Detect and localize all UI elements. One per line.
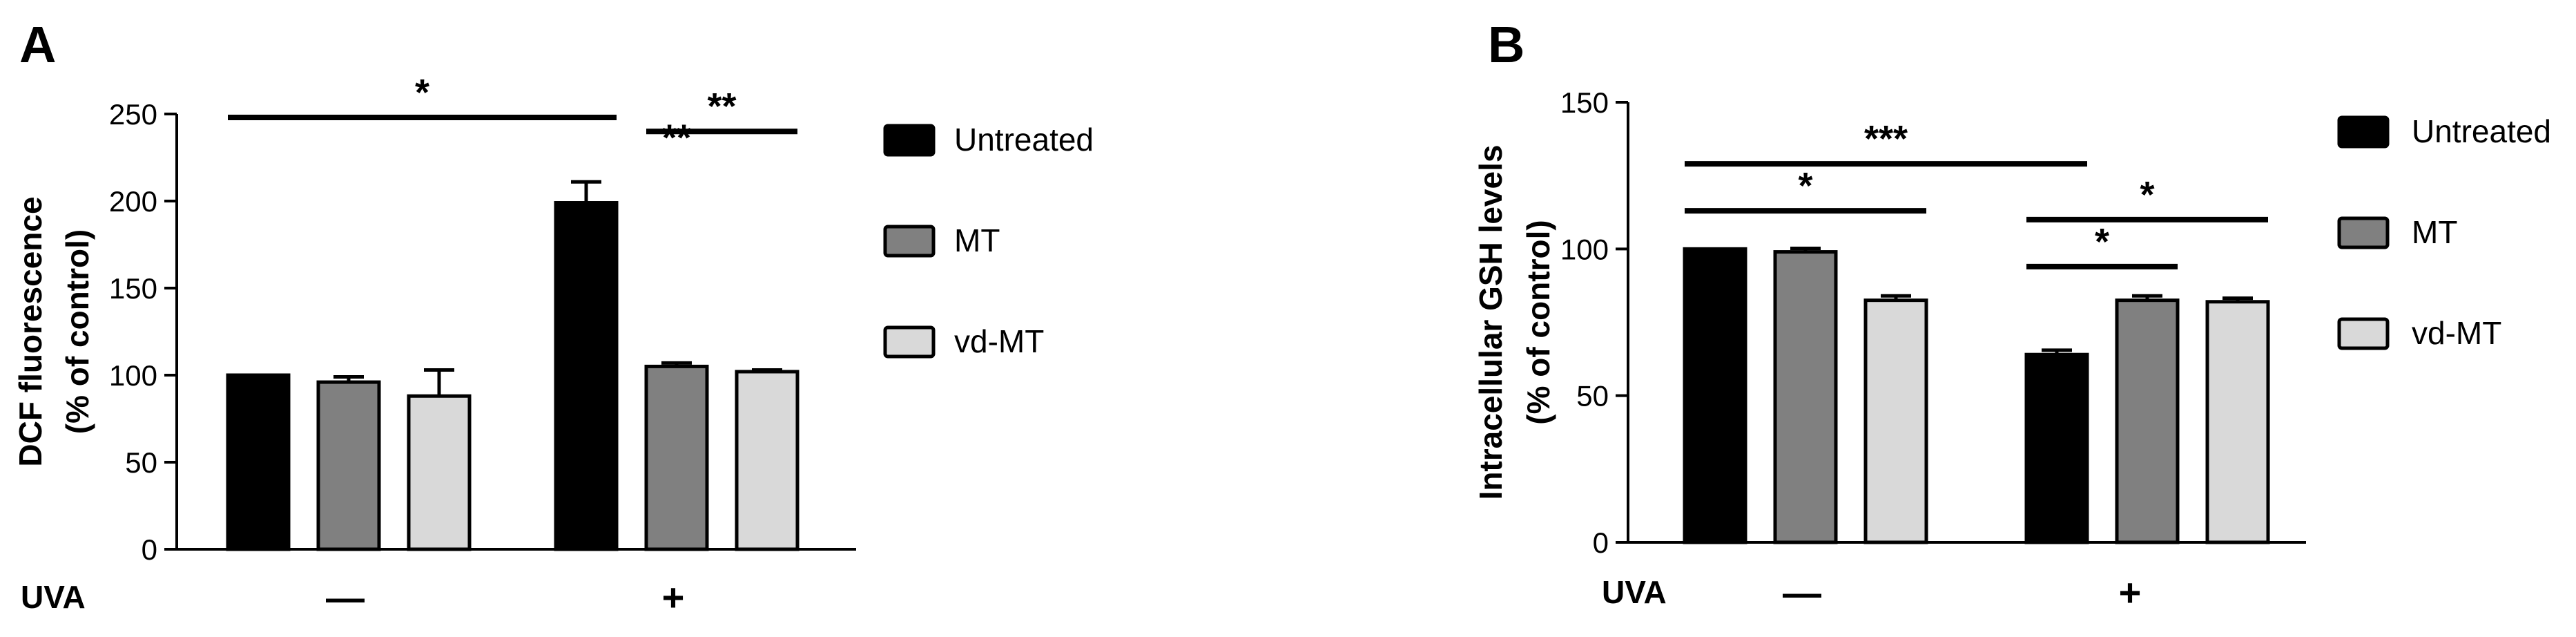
y-tick-label: 0 — [142, 533, 157, 566]
significance-label: * — [415, 72, 429, 113]
bar-untreated — [2024, 352, 2089, 544]
panel-letter: A — [19, 16, 56, 73]
y-tick-label: 50 — [125, 446, 157, 479]
significance-label: * — [2095, 221, 2109, 263]
y-tick-label: 50 — [1576, 380, 1609, 412]
bar-mt — [2115, 298, 2180, 544]
significance-label: *** — [1864, 118, 1908, 160]
bar-mt — [644, 364, 709, 551]
panel-b: B 0 50 100 150 Intracellular GSH levels (% of … — [1473, 16, 2551, 614]
bar-vd-mt — [735, 370, 800, 551]
uva-label: UVA — [1602, 574, 1667, 610]
uva-group-symbol: — — [1783, 571, 1821, 614]
legend-label: MT — [954, 222, 1000, 258]
legend-swatch — [2337, 115, 2390, 149]
y-axis-title: DCF fluorescence — [12, 196, 48, 466]
y-tick-label: 250 — [109, 98, 157, 131]
panel-a: A 0 50 100 150 200 250 DCF fluorescence (% of co… — [12, 16, 1094, 619]
significance-label: * — [2140, 174, 2154, 216]
legend-swatch — [883, 325, 936, 359]
y-tick-label: 150 — [1560, 86, 1609, 119]
legend-label: Untreated — [2412, 113, 2551, 149]
legend-label: vd-MT — [954, 323, 1044, 359]
legend-label: Untreated — [954, 122, 1094, 158]
bar-mt — [1773, 250, 1838, 544]
bar-mt — [316, 380, 381, 551]
legend-label: MT — [2412, 214, 2457, 250]
y-tick-label: 100 — [1560, 233, 1609, 265]
bar-vd-mt — [407, 394, 472, 551]
legend-swatch — [2337, 317, 2390, 350]
y-tick-label: 200 — [109, 185, 157, 218]
significance-label: ** — [707, 86, 736, 127]
bar-vd-mt — [2205, 300, 2270, 544]
legend-label: vd-MT — [2412, 315, 2501, 351]
uva-group-symbol: — — [326, 576, 365, 619]
significance-label: * — [1798, 165, 1812, 207]
y-axis-subtitle: (% of control) — [1520, 220, 1556, 424]
bar-vd-mt — [1863, 298, 1928, 544]
bar-untreated — [554, 201, 619, 551]
panel-letter: B — [1488, 16, 1524, 73]
uva-label: UVA — [21, 579, 86, 615]
y-axis-subtitle: (% of control) — [59, 229, 95, 434]
y-axis-title: Intracellular GSH levels — [1473, 145, 1509, 500]
y-tick-label: 0 — [1593, 526, 1609, 559]
y-tick-label: 100 — [109, 359, 157, 392]
y-tick-label: 150 — [109, 272, 157, 305]
bar-untreated — [1683, 247, 1747, 544]
legend-swatch — [2337, 216, 2390, 249]
legend-swatch — [883, 124, 936, 157]
bar-untreated — [226, 373, 291, 551]
significance-label: ** — [662, 117, 691, 159]
legend-swatch — [883, 225, 936, 258]
uva-group-symbol: + — [662, 576, 685, 619]
uva-group-symbol: + — [2119, 571, 2142, 614]
